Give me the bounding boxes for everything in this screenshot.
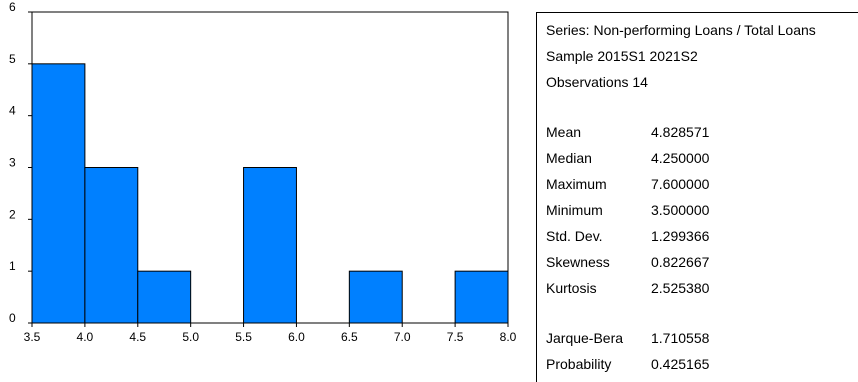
- stat-label: Maximum: [546, 176, 607, 192]
- histogram-bar-0: [31, 63, 86, 324]
- y-tick-label: 6: [9, 0, 16, 14]
- stat-value: 3.500000: [651, 202, 710, 218]
- stat-label: Minimum: [546, 202, 603, 218]
- stat-label: Skewness: [546, 254, 610, 270]
- y-tick-label: 3: [9, 156, 16, 170]
- stat-row-maximum: Maximum 7.600000: [546, 176, 709, 202]
- stat-row-kurtosis: Kurtosis 2.525380: [546, 280, 709, 306]
- x-tick-label: 6.0: [288, 330, 305, 344]
- sample-range: Sample 2015S1 2021S2: [546, 48, 698, 64]
- stat-label: Jarque-Bera: [546, 330, 624, 346]
- x-tick-label: 4.5: [129, 330, 146, 344]
- x-tick-label: 7.5: [447, 330, 464, 344]
- stat-row-median: Median 4.250000: [546, 150, 709, 176]
- stat-value: 0.822667: [651, 254, 710, 270]
- stat-value: 4.828571: [651, 124, 710, 140]
- stat-value: 1.710558: [651, 330, 710, 346]
- histogram-bar-4: [243, 167, 297, 324]
- histogram-chart: 3.5 4.0 4.5 5.0 5.5 6.0 6.5 7.0 7.5 8.0 0 1 2 3 4 5 6: [9, 0, 517, 344]
- stat-row-probability: Probability 0.425165: [546, 356, 709, 382]
- x-tick-label: 6.5: [341, 330, 358, 344]
- histogram-bar-2: [137, 270, 192, 324]
- stat-label: Std. Dev.: [546, 228, 603, 244]
- x-tick-label: 4.0: [77, 330, 94, 344]
- stat-value: 0.425165: [651, 356, 710, 372]
- x-tick-label: 3.5: [24, 330, 41, 344]
- observations-count: Observations 14: [546, 74, 648, 90]
- stat-row-mean: Mean 4.828571: [546, 124, 709, 150]
- y-tick-label: 1: [9, 259, 16, 273]
- x-tick-label: 8.0: [500, 330, 517, 344]
- y-tick-label: 2: [9, 207, 16, 221]
- stat-value: 7.600000: [651, 176, 710, 192]
- stat-value: 1.299366: [651, 228, 710, 244]
- x-tick-label: 7.0: [394, 330, 411, 344]
- stat-row-jarque-bera: Jarque-Bera 1.710558: [546, 330, 709, 356]
- histogram-bars: [31, 63, 509, 324]
- stat-row-minimum: Minimum 3.500000: [546, 202, 709, 228]
- y-tick-label: 0: [9, 311, 16, 325]
- stat-value: 2.525380: [651, 280, 710, 296]
- y-tick-label: 4: [9, 104, 16, 118]
- histogram-bar-1: [84, 167, 139, 324]
- stat-label: Mean: [546, 124, 582, 140]
- stat-row-std-dev: Std. Dev. 1.299366: [546, 228, 709, 254]
- stat-label: Kurtosis: [546, 280, 597, 296]
- stat-value: 4.250000: [651, 150, 710, 166]
- statistics-panel: Series: Non-performing Loans / Total Loa…: [536, 12, 858, 382]
- y-tick-label: 5: [9, 52, 16, 66]
- stat-label: Median: [546, 150, 592, 166]
- axis-ticks: 3.5 4.0 4.5 5.0 5.5 6.0 6.5 7.0 7.5 8.0 0 1 2 3 4 5 6: [9, 0, 517, 344]
- histogram-bar-6: [348, 270, 403, 324]
- series-name: Series: Non-performing Loans / Total Loa…: [546, 22, 816, 38]
- stat-row-skewness: Skewness 0.822667: [546, 254, 709, 280]
- x-tick-label: 5.5: [235, 330, 252, 344]
- stat-label: Probability: [546, 356, 612, 372]
- x-tick-label: 5.0: [182, 330, 199, 344]
- histogram-bar-8: [454, 270, 509, 324]
